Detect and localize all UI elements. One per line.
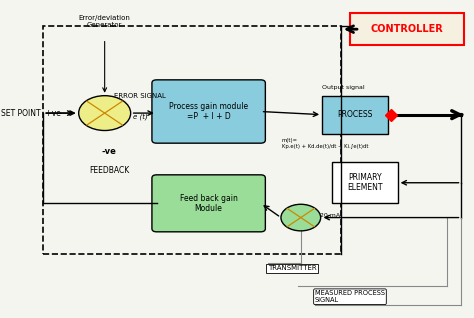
Text: PRIMARY
ELEMENT: PRIMARY ELEMENT: [347, 173, 383, 192]
Bar: [43, 26, 341, 254]
Bar: [322, 96, 388, 134]
Text: e (t): e (t): [133, 113, 147, 120]
Text: Process gain module
=P  + I + D: Process gain module =P + I + D: [169, 102, 248, 121]
Text: 4 TO 20 mA: 4 TO 20 mA: [303, 213, 340, 218]
Text: ERROR SIGNAL: ERROR SIGNAL: [114, 93, 166, 99]
Text: Feed back gain
Module: Feed back gain Module: [180, 194, 237, 213]
Bar: [331, 162, 398, 203]
Circle shape: [281, 204, 320, 231]
FancyBboxPatch shape: [152, 175, 265, 232]
Text: FEEDBACK: FEEDBACK: [89, 166, 129, 175]
Bar: [350, 13, 464, 45]
Text: SET POINT  +ve: SET POINT +ve: [0, 108, 61, 118]
Text: PROCESS: PROCESS: [337, 110, 373, 119]
Circle shape: [79, 96, 131, 130]
Text: -ve: -ve: [102, 147, 117, 156]
Text: m(t)=
Kp.e(t) + Kd.de(t)/dt + Ki.∫e(t)dt: m(t)= Kp.e(t) + Kd.de(t)/dt + Ki.∫e(t)dt: [282, 138, 368, 149]
FancyBboxPatch shape: [152, 80, 265, 143]
Text: TRANSMITTER: TRANSMITTER: [268, 265, 316, 271]
Text: CONTROLLER: CONTROLLER: [371, 24, 444, 34]
Text: Output signal: Output signal: [322, 85, 365, 90]
Text: Error/deviation
Generator: Error/deviation Generator: [79, 15, 131, 28]
Text: MEASURED PROCESS
SIGNAL: MEASURED PROCESS SIGNAL: [315, 290, 385, 303]
